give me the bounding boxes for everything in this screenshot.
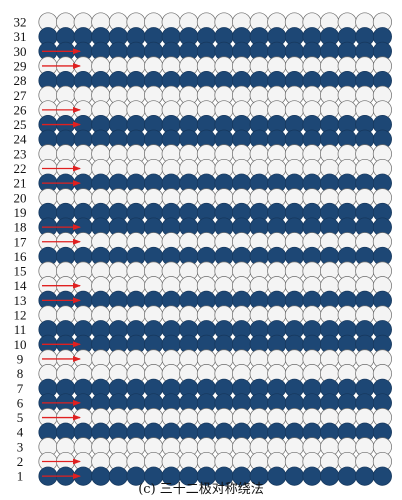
row-label: 7 <box>17 381 24 396</box>
row-20: 20 <box>14 188 392 208</box>
row-label: 26 <box>14 102 28 117</box>
row-label: 14 <box>14 278 28 293</box>
row-label: 6 <box>17 395 24 410</box>
row-15: 15 <box>14 261 392 281</box>
row-label: 24 <box>14 132 28 147</box>
row-32: 32 <box>14 12 392 32</box>
row-10: 10 <box>14 334 392 354</box>
row-19: 19 <box>14 202 392 222</box>
row-label: 32 <box>14 15 27 30</box>
row-1: 1 <box>17 466 392 486</box>
row-21: 21 <box>14 173 392 193</box>
row-5: 5 <box>17 407 392 428</box>
row-label: 30 <box>14 44 27 59</box>
row-label: 23 <box>14 146 27 161</box>
row-26: 26 <box>14 100 392 120</box>
row-11: 11 <box>14 320 392 340</box>
row-label: 3 <box>17 439 24 454</box>
row-13: 13 <box>14 290 392 310</box>
row-24: 24 <box>14 129 392 149</box>
row-label: 4 <box>17 425 24 440</box>
row-label: 28 <box>14 73 27 88</box>
row-8: 8 <box>17 364 392 384</box>
row-12: 12 <box>14 305 392 325</box>
row-label: 29 <box>14 58 27 73</box>
row-label: 20 <box>14 190 27 205</box>
row-label: 11 <box>14 322 27 337</box>
row-2: 2 <box>17 451 392 472</box>
row-label: 27 <box>14 88 28 103</box>
row-22: 22 <box>14 158 392 179</box>
row-label: 17 <box>14 234 28 249</box>
conductor-rows: 3231302928272625242322212019181716151413… <box>14 12 392 486</box>
row-label: 5 <box>17 410 24 425</box>
figure-caption: (c) 三十二极对称绕法 <box>138 482 264 497</box>
row-label: 15 <box>14 264 27 279</box>
row-label: 9 <box>17 351 24 366</box>
row-label: 10 <box>14 337 27 352</box>
row-label: 8 <box>17 366 24 381</box>
row-27: 27 <box>14 85 392 105</box>
row-17: 17 <box>14 232 392 252</box>
row-label: 18 <box>14 220 27 235</box>
row-3: 3 <box>17 437 392 457</box>
row-6: 6 <box>17 393 392 413</box>
row-7: 7 <box>17 378 392 398</box>
row-14: 14 <box>14 276 392 296</box>
row-label: 13 <box>14 293 27 308</box>
row-label: 25 <box>14 117 27 132</box>
row-16: 16 <box>14 246 392 266</box>
row-label: 19 <box>14 205 27 220</box>
row-label: 1 <box>17 469 24 484</box>
row-label: 22 <box>14 161 27 176</box>
row-label: 16 <box>14 249 28 264</box>
row-4: 4 <box>17 422 392 442</box>
row-25: 25 <box>14 115 392 135</box>
row-label: 21 <box>14 176 27 191</box>
row-label: 2 <box>17 454 24 469</box>
row-30: 30 <box>14 41 392 61</box>
row-label: 31 <box>14 29 27 44</box>
conductor-filled <box>372 466 392 486</box>
row-23: 23 <box>14 144 392 164</box>
row-label: 12 <box>14 308 27 323</box>
